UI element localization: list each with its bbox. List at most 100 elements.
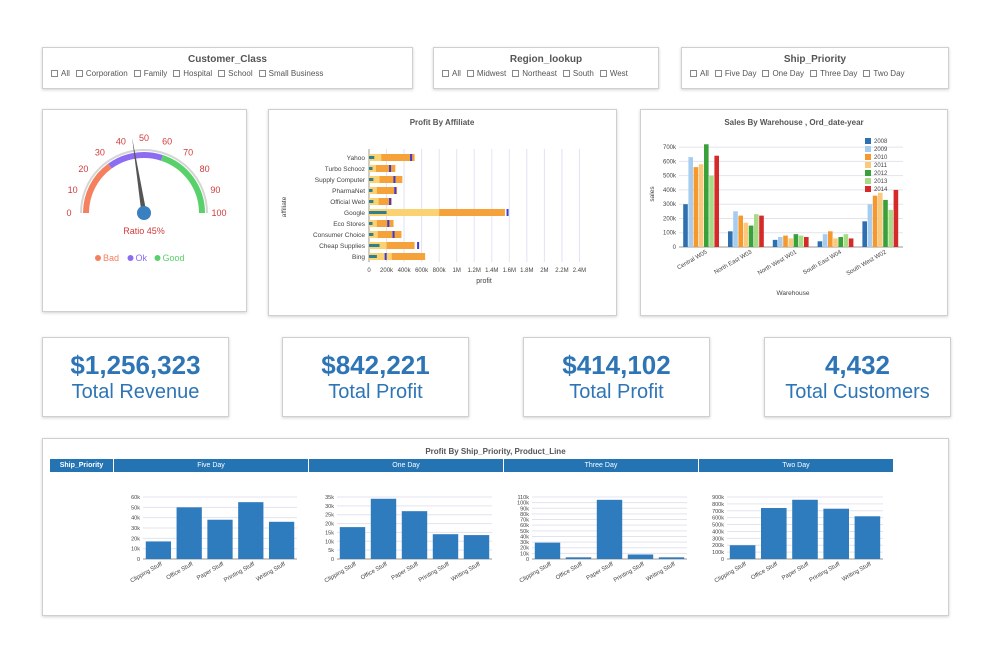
x-tick-label: Office Stuff bbox=[360, 561, 389, 581]
bar-2014 bbox=[714, 155, 719, 247]
ship-priority-filter: Ship_Priority All Five Day One Day Three Da… bbox=[681, 47, 949, 89]
checkbox[interactable] bbox=[258, 70, 266, 77]
y-tick-label: 0 bbox=[721, 557, 724, 563]
checkbox[interactable] bbox=[75, 70, 83, 77]
filter-option-south[interactable]: South bbox=[562, 69, 594, 78]
checkbox[interactable] bbox=[863, 70, 871, 77]
x-tick-label: Paper Stuff bbox=[781, 561, 810, 581]
checkbox[interactable] bbox=[810, 70, 818, 77]
filter-option-small-business[interactable]: Small Business bbox=[258, 69, 323, 78]
filter-option-five-day[interactable]: Five Day bbox=[714, 69, 757, 78]
filter-option-label: Northeast bbox=[522, 69, 557, 78]
ship-panel-header-one-day: One Day bbox=[309, 459, 504, 472]
filter-option-label: Corporation bbox=[85, 69, 128, 78]
y-tick-label: Eco Stores bbox=[333, 221, 366, 228]
bar-band-2 bbox=[369, 209, 440, 216]
sales-by-warehouse-chart: Sales By Warehouse , Ord_date-year 0 100k 2… bbox=[649, 118, 903, 297]
bar-2012 bbox=[883, 199, 888, 247]
y-tick-label: 0 bbox=[673, 245, 677, 251]
x-tick-label: Clipping Stuff bbox=[519, 561, 553, 584]
gauge-tick-label: 30 bbox=[95, 147, 105, 157]
checkbox[interactable] bbox=[512, 70, 520, 77]
bar-clipping-stuff bbox=[339, 527, 366, 559]
kpi-total-revenue: $1,256,323 Total Revenue bbox=[42, 337, 229, 417]
filter-option-northeast[interactable]: Northeast bbox=[512, 69, 557, 78]
profit-by-ship-priority-panel: Profit By Ship_Priority, Product_Line Sh… bbox=[42, 438, 949, 616]
filter-option-two-day[interactable]: Two Day bbox=[863, 69, 905, 78]
checkbox[interactable] bbox=[218, 70, 226, 77]
bar-band-2 bbox=[369, 253, 392, 260]
x-tick-label: Clipping Stuff bbox=[130, 561, 164, 584]
bar-2014 bbox=[804, 237, 809, 247]
checkbox[interactable] bbox=[173, 70, 181, 77]
checkbox[interactable] bbox=[442, 70, 449, 77]
y-tick-label: 700k bbox=[712, 509, 724, 515]
ship-priority-options: All Five Day One Day Three Day Two Day bbox=[690, 69, 940, 78]
bar-paper-stuff bbox=[401, 511, 428, 559]
bar-2013 bbox=[754, 214, 759, 247]
filter-option-label: Five Day bbox=[724, 69, 757, 78]
y-tick-label: Bing bbox=[352, 254, 365, 261]
checkbox[interactable] bbox=[714, 70, 722, 77]
bar-band-1 bbox=[369, 189, 373, 192]
bar-office-stuff bbox=[176, 507, 202, 559]
filter-option-all[interactable]: All bbox=[442, 69, 461, 78]
y-tick-label: Consumer Choice bbox=[313, 232, 365, 239]
checkbox[interactable] bbox=[762, 70, 770, 77]
checkbox[interactable] bbox=[599, 70, 607, 77]
filter-option-west[interactable]: West bbox=[599, 69, 628, 78]
y-tick-label: 500k bbox=[663, 174, 677, 180]
checkbox[interactable] bbox=[562, 70, 570, 77]
filter-option-one-day[interactable]: One Day bbox=[762, 69, 804, 78]
bar-band-1 bbox=[369, 211, 387, 214]
bar-marker bbox=[389, 165, 392, 172]
checkbox[interactable] bbox=[690, 70, 697, 77]
filter-option-hospital[interactable]: Hospital bbox=[173, 69, 212, 78]
checkbox[interactable] bbox=[133, 70, 141, 77]
bar-2008 bbox=[728, 231, 733, 247]
bar-2011 bbox=[878, 192, 883, 247]
ship-priority-header: Ship_Priority bbox=[50, 459, 114, 472]
y-tick-label: Cheap Supplies bbox=[319, 243, 366, 250]
bar-2011 bbox=[833, 238, 838, 247]
filter-option-midwest[interactable]: Midwest bbox=[466, 69, 506, 78]
legend-swatch-2010 bbox=[865, 154, 871, 160]
bar-band-3 bbox=[369, 187, 398, 194]
bar-band-1 bbox=[369, 178, 374, 181]
y-tick-label: 70k bbox=[520, 518, 529, 524]
y-tick-label: 40k bbox=[520, 534, 529, 540]
legend-label: 2010 bbox=[874, 155, 888, 161]
filter-option-three-day[interactable]: Three Day bbox=[810, 69, 857, 78]
y-tick-label: 800k bbox=[712, 502, 724, 508]
x-tick-label: Printing Stuff bbox=[809, 561, 842, 583]
gauge-tick-label: 50 bbox=[139, 133, 149, 143]
y-tick-label: 400k bbox=[712, 529, 724, 535]
x-tick-label: Clipping Stuff bbox=[324, 561, 358, 584]
bar-writing-stuff bbox=[268, 521, 295, 559]
kpi-label: Total Revenue bbox=[71, 381, 200, 403]
bar-marker bbox=[393, 176, 396, 183]
bar-2013 bbox=[843, 234, 849, 247]
x-tick-label: Paper Stuff bbox=[196, 561, 225, 581]
checkbox[interactable] bbox=[51, 70, 58, 77]
checkbox[interactable] bbox=[466, 70, 474, 77]
legend-swatch-ok bbox=[127, 255, 134, 261]
ratio-gauge: 0 10 20 30 40 50 60 70 80 90 100 Ratio 45% Bad Ok Good bbox=[66, 133, 226, 263]
filter-option-all[interactable]: All bbox=[690, 69, 709, 78]
bar-2012 bbox=[793, 234, 799, 247]
bar-printing-stuff bbox=[627, 554, 654, 559]
legend-label: 2013 bbox=[874, 179, 888, 185]
bar-2014 bbox=[893, 189, 899, 247]
filter-option-family[interactable]: Family bbox=[133, 69, 167, 78]
gauge-hub bbox=[137, 206, 151, 220]
filter-option-all[interactable]: All bbox=[51, 69, 70, 78]
legend-label: 2014 bbox=[874, 187, 888, 193]
bar-band-1 bbox=[369, 255, 377, 258]
x-tick-label: Writing Stuff bbox=[255, 561, 286, 583]
filter-option-corporation[interactable]: Corporation bbox=[75, 69, 128, 78]
gauge-tick-label: 10 bbox=[68, 185, 78, 195]
filter-option-school[interactable]: School bbox=[218, 69, 253, 78]
bar-paper-stuff bbox=[596, 499, 623, 559]
gauge-tick-label: 80 bbox=[200, 164, 210, 174]
